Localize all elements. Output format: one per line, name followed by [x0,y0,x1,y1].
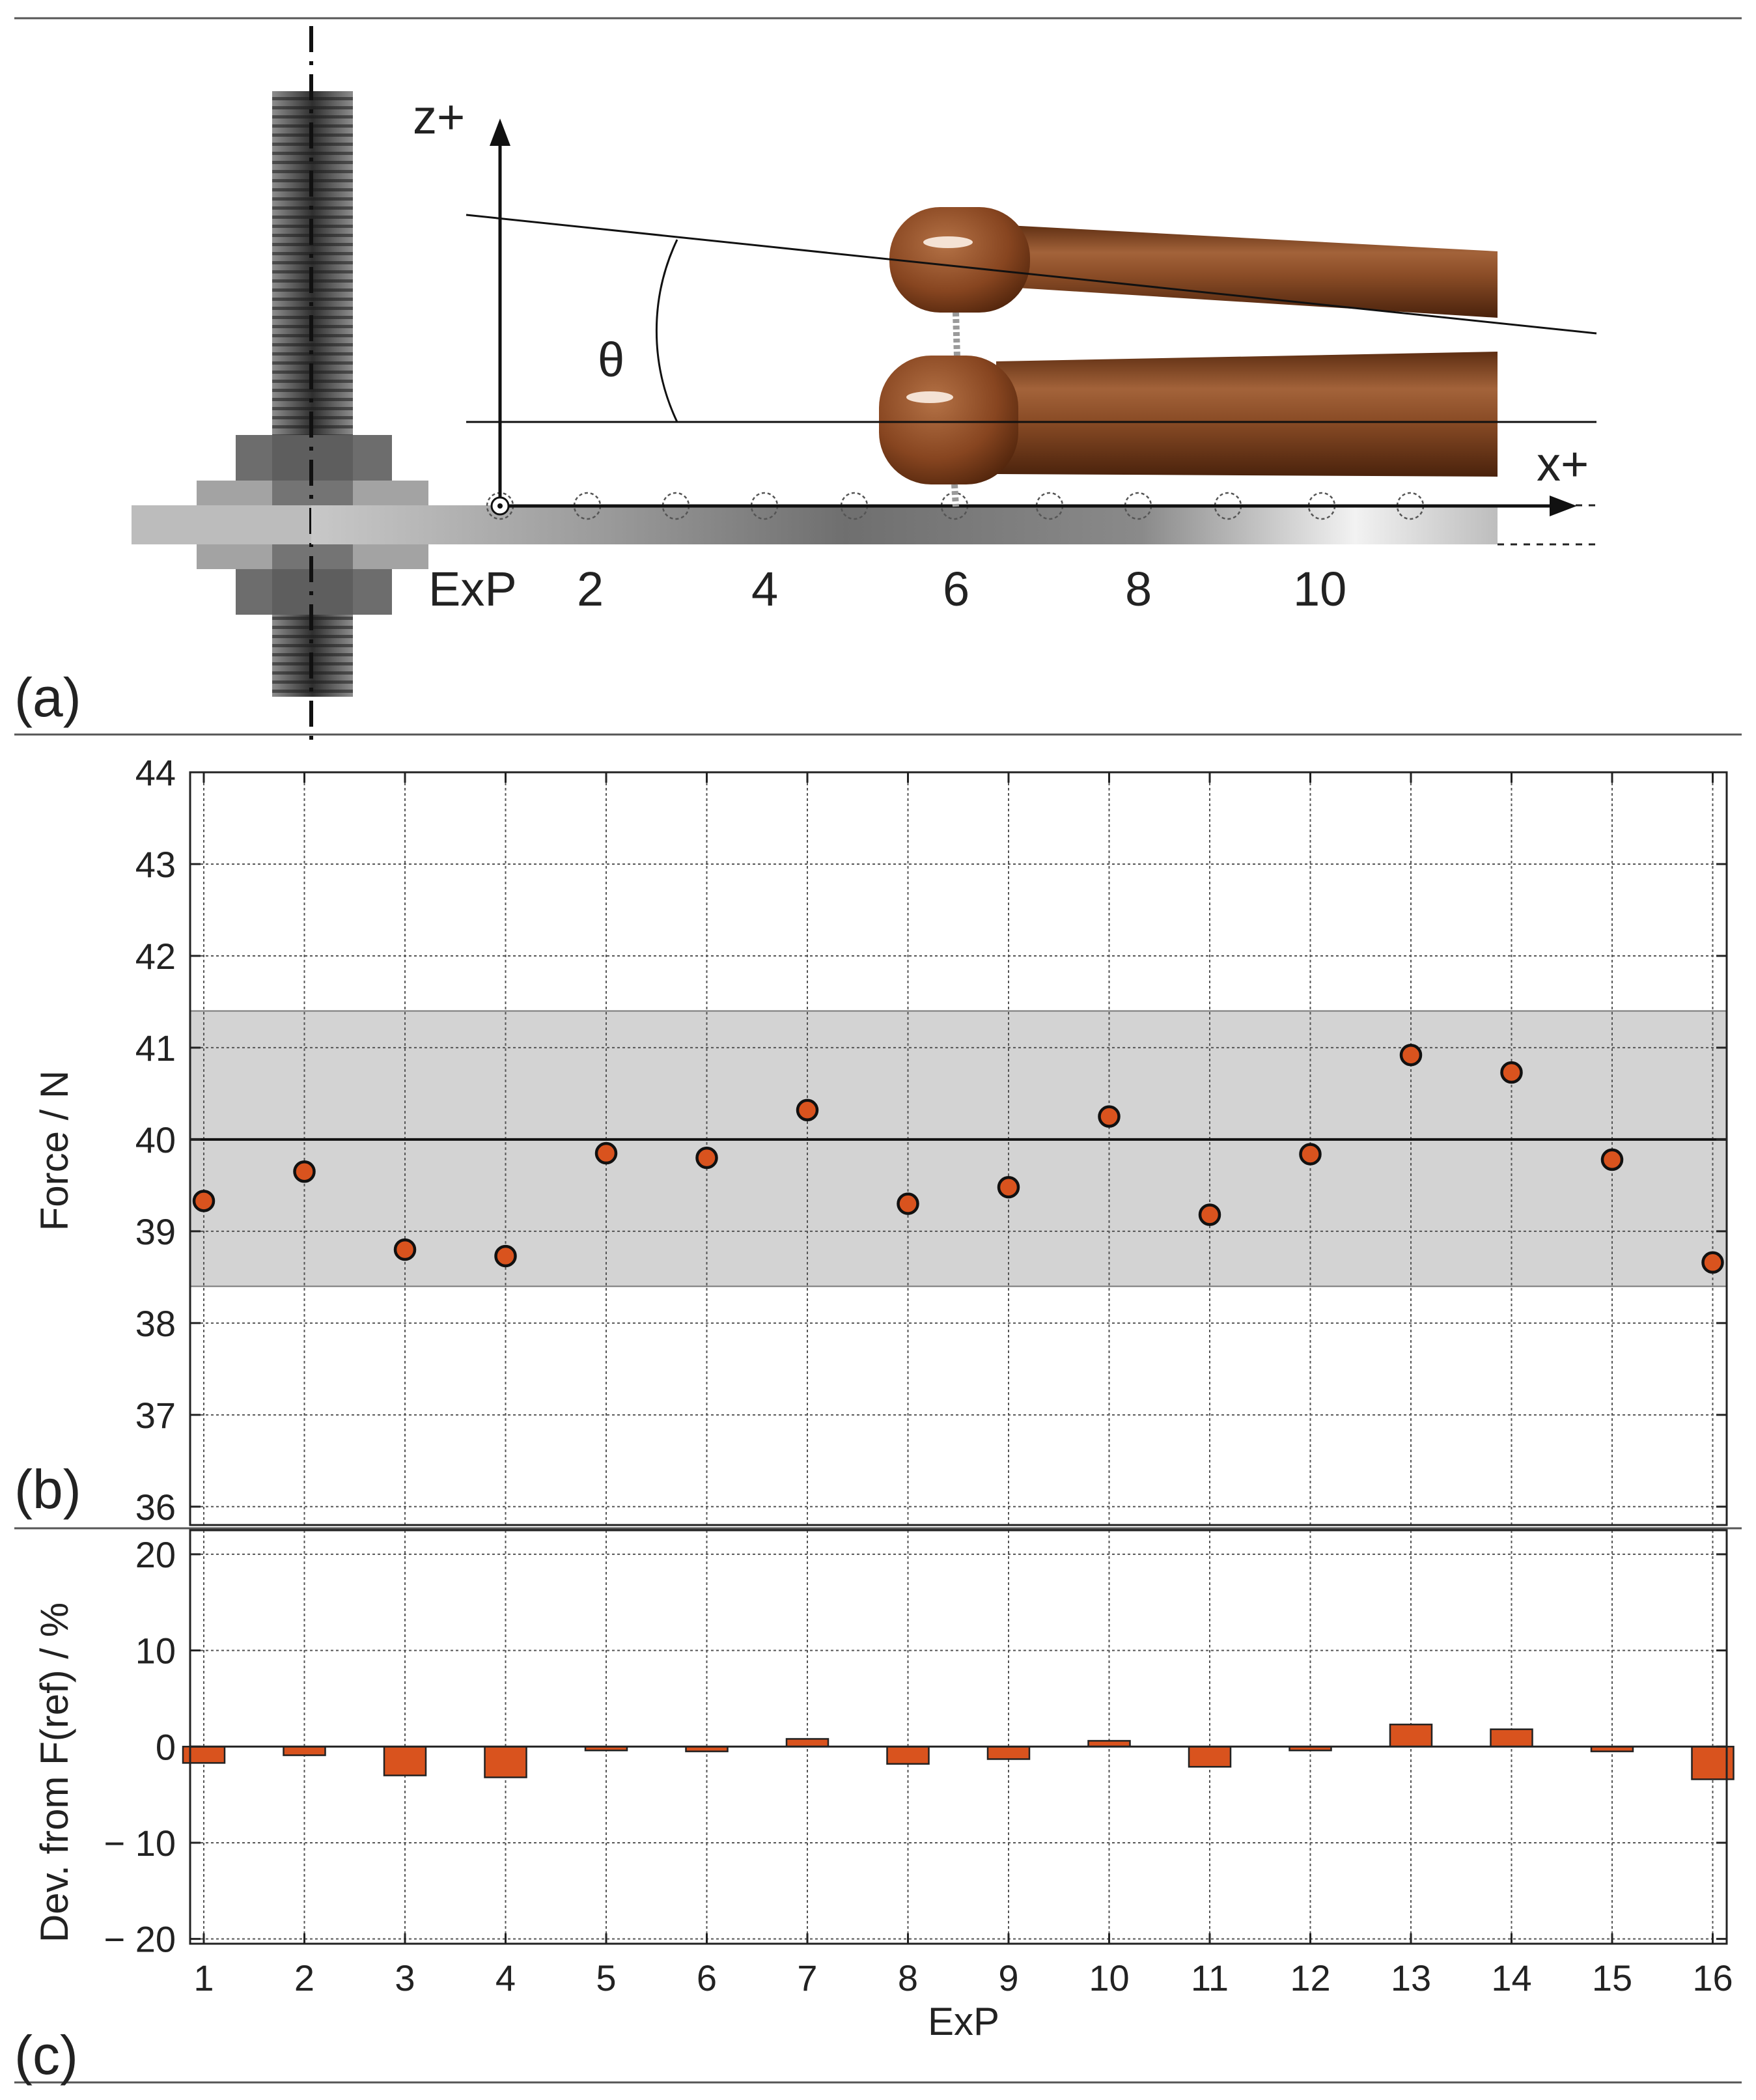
exp-x-tick-label: 5 [596,1957,616,1998]
deviation-gridlines [190,1530,1727,1944]
exp-x-tick-label: 7 [797,1957,817,1998]
deviation-y-ticks: − 20 − 10 0 10 20 [104,1534,1727,1960]
panel-separators [14,17,1742,2084]
drumstick-pair [879,207,1498,507]
exp-x-tick-label: 8 [898,1957,918,1998]
exp-x-tick-label: 11 [1191,1957,1229,1998]
force-data-point [293,1160,316,1183]
exp-x-tick-label: 13 [1391,1957,1431,1998]
force-data-point [796,1099,819,1122]
exp-x-ticks: 1 2 3 4 5 6 7 8 9 10 11 12 13 14 15 16 [193,772,1733,1998]
panel-label-a: (a) [14,667,81,728]
exp-x-tick-label: 10 [1089,1957,1129,1998]
deviation-y-tick-label: 10 [135,1631,176,1672]
force-data-point [192,1190,216,1212]
force-y-tick-label: 42 [135,936,176,977]
force-data-point [1600,1148,1624,1171]
coordinate-axes [490,119,1577,516]
axis-x-label: x+ [1537,437,1589,491]
exp-x-tick-label: 3 [395,1957,415,1998]
position-label: ExP [428,562,517,616]
exp-x-tick-label: 14 [1491,1957,1531,1998]
force-data-points [192,1043,1724,1274]
deviation-bars [182,1724,1735,1780]
deviation-bar [484,1746,527,1778]
force-y-tick-label: 41 [135,1028,176,1069]
angle-construction [466,214,1597,423]
force-data-point [1399,1043,1423,1067]
force-y-ticks: 36 37 38 39 40 41 42 43 44 [135,752,1727,1528]
force-data-point [494,1244,517,1268]
tolerance-band-rect [189,1010,1727,1287]
force-y-tick-label: 43 [135,844,176,885]
exp-x-tick-label: 1 [193,1957,214,1998]
deviation-y-axis-title: Dev. from F(ref) / % [33,1603,76,1942]
axis-z-label: z+ [413,90,465,144]
position-label: 8 [1125,562,1152,616]
force-y-tick-label: 44 [135,752,176,793]
deviation-bar [886,1746,930,1765]
setup-diagram: z+ x+ θ ExP 2 4 6 8 10 (a) [14,26,1602,741]
panel-label-c: (c) [14,2024,78,2086]
force-data-point [393,1238,417,1261]
deviation-bar [785,1738,829,1748]
force-data-point [1701,1251,1724,1274]
exp-x-tick-label: 9 [998,1957,1018,1998]
force-y-tick-label: 40 [135,1119,176,1160]
position-label: 6 [943,562,969,616]
deviation-bar [986,1746,1031,1760]
force-data-point [1098,1105,1121,1128]
force-data-point [695,1146,718,1169]
clamp-assembly [132,91,470,697]
force-chart: 36 37 38 39 40 41 42 43 44 Force / N (b) [14,752,1728,1528]
deviation-bar [283,1746,326,1756]
force-plot-border [189,771,1728,1526]
cantilever-beam [311,505,1498,544]
tolerance-band [189,1010,1727,1287]
deviation-bar [1389,1724,1433,1748]
force-y-tick-label: 38 [135,1303,176,1344]
angle-label: θ [598,333,624,387]
x-axis-title: ExP [928,2000,999,2043]
force-data-point [897,1192,919,1215]
exp-x-tick-label: 2 [294,1957,314,1998]
force-plot-frame [189,771,1728,1526]
exp-x-tick-label: 16 [1692,1957,1733,1998]
deviation-y-tick-label: − 20 [104,1919,176,1960]
force-data-point [997,1175,1020,1199]
force-y-tick-label: 39 [135,1211,176,1252]
deviation-plot-frame [189,1529,1728,1945]
panel-label-b: (b) [14,1459,81,1520]
exp-x-tick-label: 15 [1592,1957,1632,1998]
force-y-tick-label: 36 [135,1487,176,1528]
deviation-y-tick-label: 0 [156,1726,176,1767]
position-label: 2 [577,562,604,616]
deviation-bar [383,1746,427,1776]
force-data-point [1500,1061,1523,1084]
position-label: 4 [751,562,778,616]
force-data-point [1198,1203,1221,1226]
force-data-point [594,1141,618,1165]
force-data-point [1299,1143,1322,1166]
exp-x-tick-label: 6 [697,1957,717,1998]
deviation-bar [1188,1746,1232,1768]
force-y-tick-label: 37 [135,1395,176,1436]
deviation-y-tick-label: 20 [135,1534,176,1575]
deviation-plot-border [189,1529,1728,1945]
deviation-bar [1490,1728,1533,1748]
force-y-axis-title: Force / N [33,1071,76,1231]
exp-x-tick-label: 12 [1290,1957,1330,1998]
position-label: 10 [1293,562,1346,616]
deviation-y-tick-label: − 10 [104,1823,176,1864]
exp-x-tick-label: 4 [495,1957,516,1998]
